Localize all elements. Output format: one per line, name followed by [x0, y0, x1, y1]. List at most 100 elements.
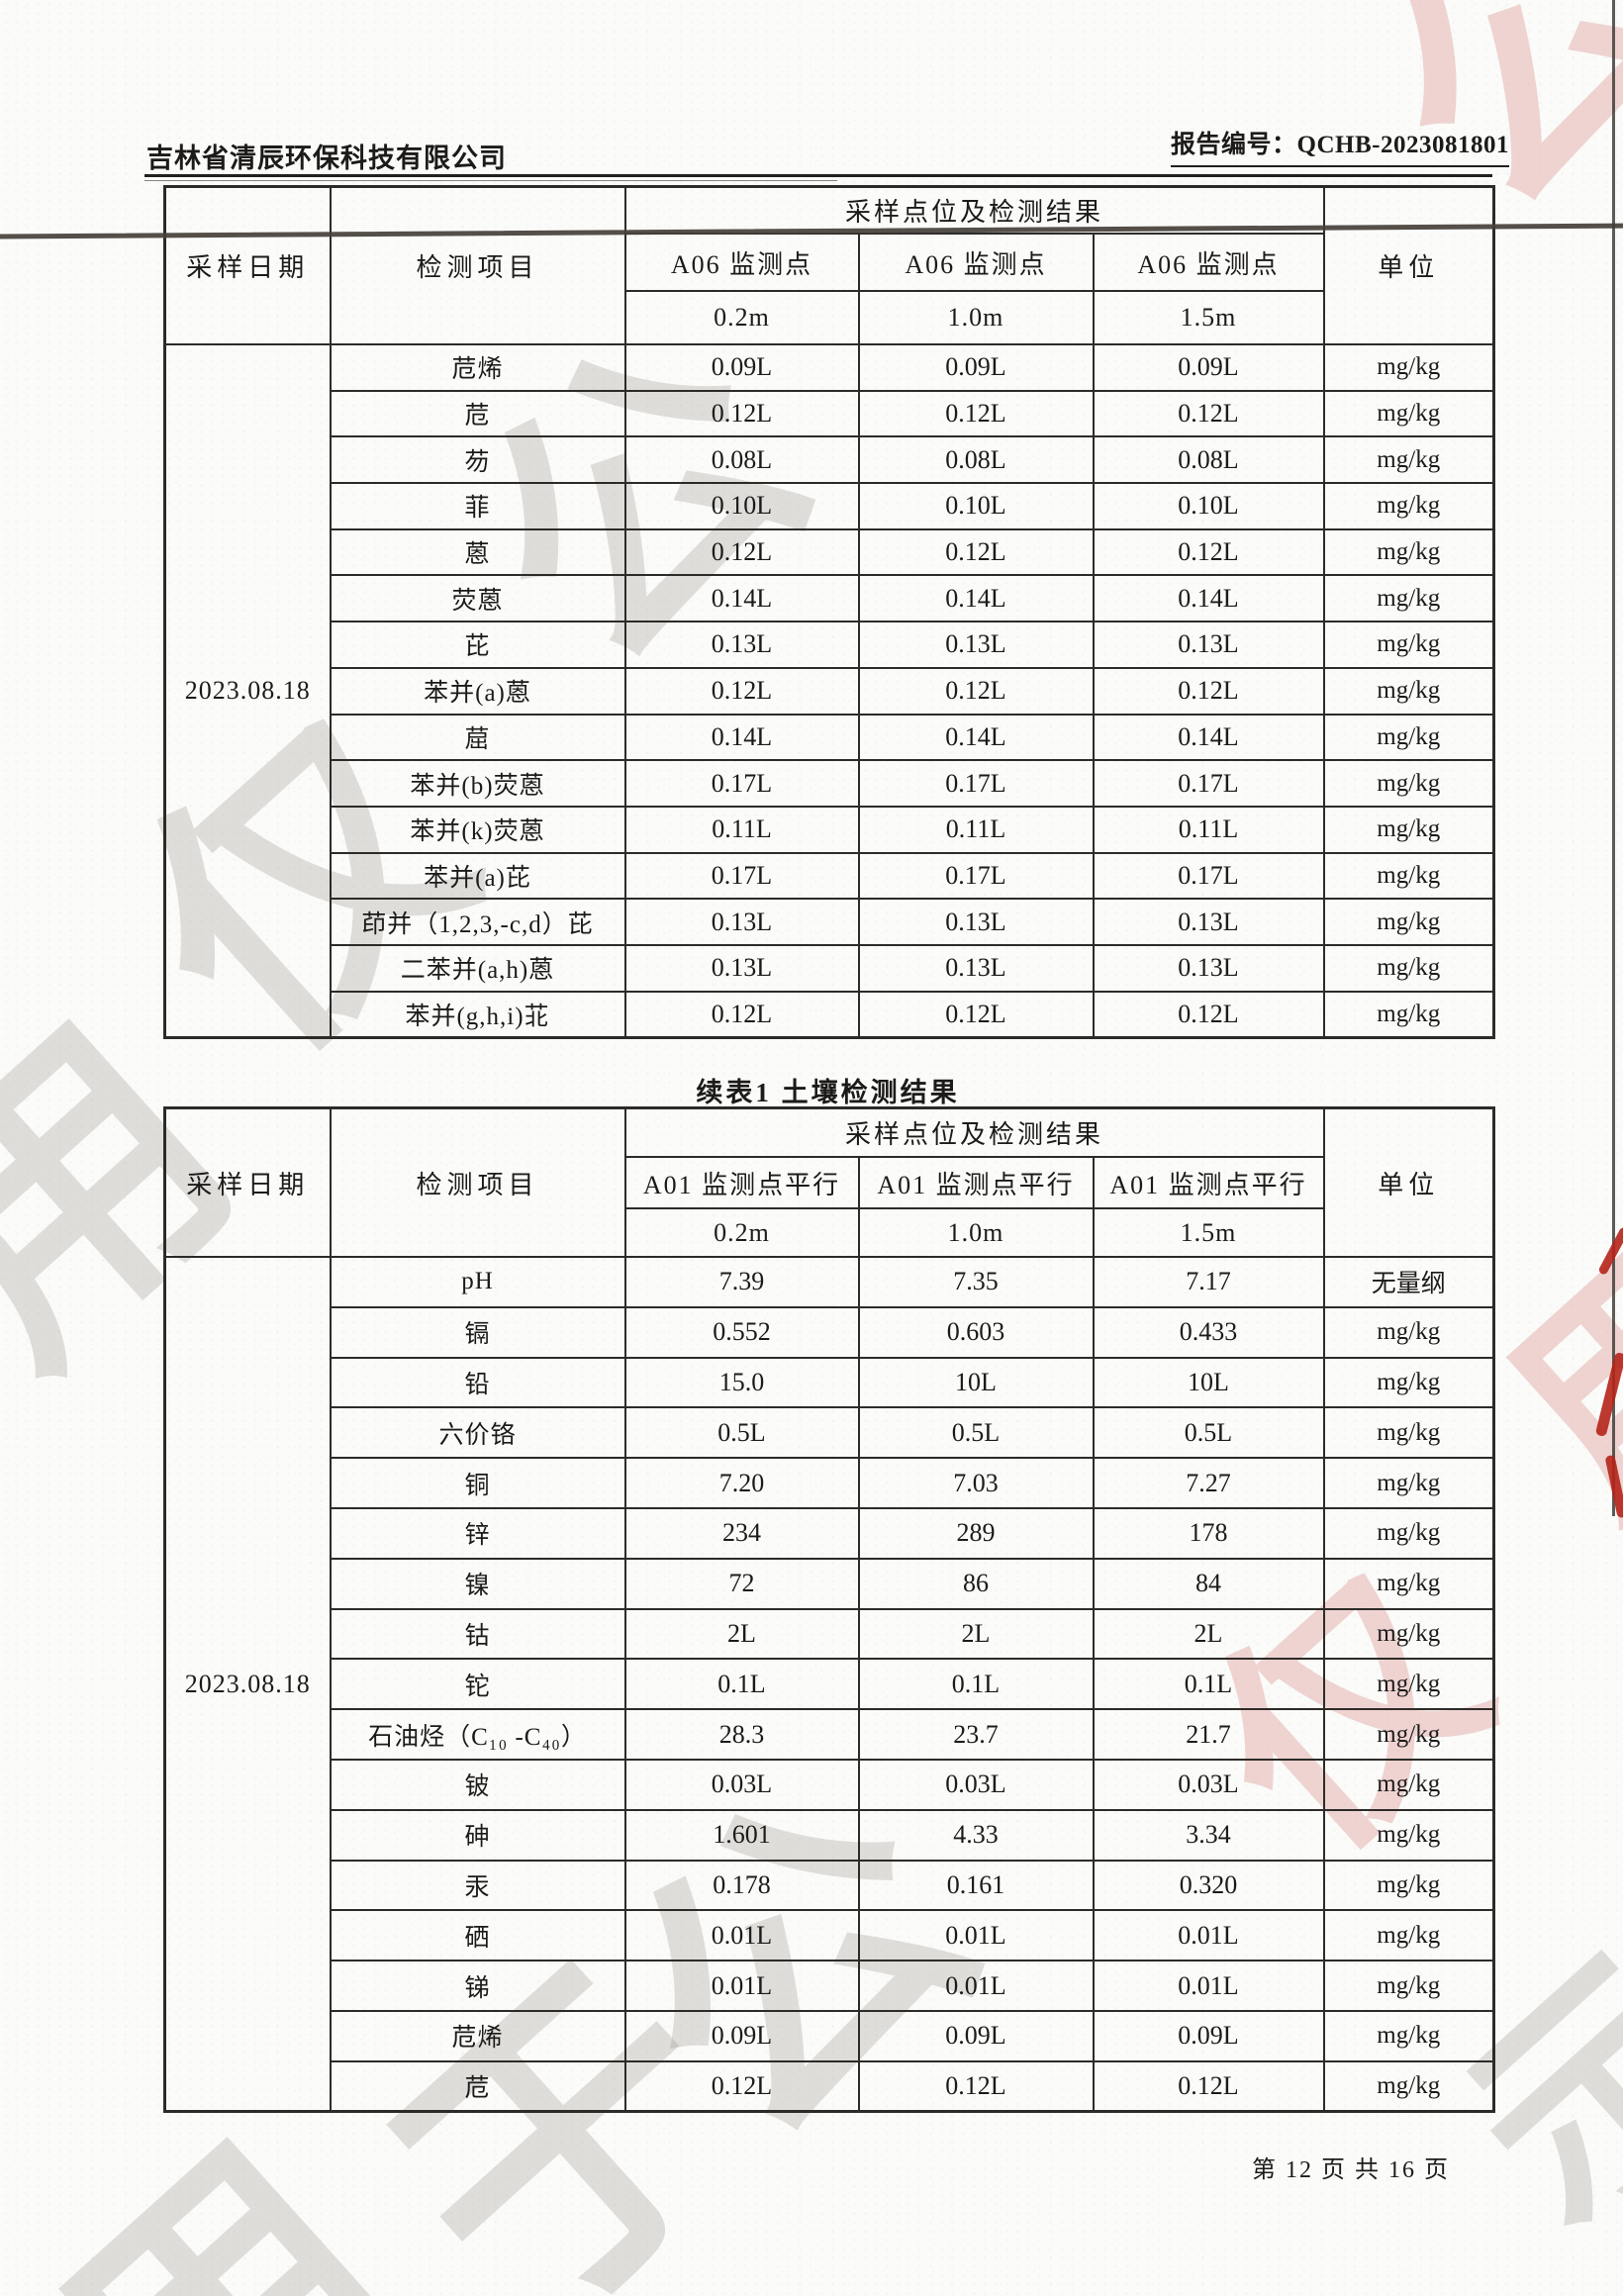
col-header-point-2: A01 监测点平行 — [857, 1156, 1095, 1209]
unit-value: mg/kg — [1322, 1305, 1495, 1359]
unit-value: mg/kg — [1322, 527, 1495, 577]
result-value-0-2m: 0.14L — [623, 713, 860, 762]
analyte-name: 苯并(a)芘 — [329, 851, 626, 901]
result-value-1-5m: 0.09L — [1092, 2009, 1325, 2062]
col-header-point-2: A06 监测点 — [857, 233, 1095, 292]
result-value-1-0m: 0.12L — [857, 389, 1095, 438]
result-value-0-2m: 0.12L — [623, 527, 860, 577]
table-row: 硒 0.01L 0.01L 0.01L mg/kg — [165, 1909, 1495, 1962]
unit-value: mg/kg — [1322, 2009, 1495, 2062]
result-value-0-2m: 234 — [623, 1506, 860, 1560]
result-value-0-2m: 0.13L — [623, 898, 860, 946]
result-value-0-2m: 0.17L — [623, 851, 860, 901]
unit-value: mg/kg — [1322, 1758, 1495, 1811]
unit-value: mg/kg — [1322, 1457, 1495, 1509]
result-value-1-0m: 0.03L — [857, 1758, 1095, 1811]
result-value-0-2m: 0.09L — [623, 2009, 860, 2062]
unit-value: mg/kg — [1322, 666, 1495, 716]
result-value-0-2m: 0.12L — [623, 2059, 860, 2113]
table-row: 铍 0.03L 0.03L 0.03L mg/kg — [165, 1758, 1495, 1811]
result-value-1-5m: 0.1L — [1092, 1658, 1325, 1711]
result-value-1-5m: 0.5L — [1092, 1406, 1325, 1460]
col-header-point-3: A06 监测点 — [1092, 233, 1325, 292]
analyte-name: 芴 — [329, 435, 626, 485]
table-row: 铅 15.0 10L 10L mg/kg — [165, 1356, 1495, 1409]
result-value-0-2m: 0.17L — [623, 759, 860, 808]
col-header-test-item: 检测项目 — [329, 185, 626, 345]
analyte-name: 苊 — [329, 2059, 626, 2113]
result-value-1-5m: 0.17L — [1092, 759, 1325, 808]
result-value-0-2m: 0.1L — [623, 1658, 860, 1711]
analyte-name: 蒽 — [329, 527, 626, 577]
result-value-1-0m: 7.03 — [857, 1457, 1095, 1509]
table-row: 苯并(b)荧蒽 0.17L 0.17L 0.17L mg/kg — [165, 759, 1495, 808]
page-number: 第 12 页 共 16 页 — [1252, 2157, 1450, 2183]
analyte-name: 铍 — [329, 1758, 626, 1811]
analyte-name: 荧蒽 — [329, 574, 626, 623]
red-pen-marks — [1593, 1225, 1623, 1522]
table-row: 苯并(a)芘 0.17L 0.17L 0.17L mg/kg — [165, 851, 1495, 901]
result-value-1-0m: 0.09L — [857, 2009, 1095, 2062]
analyte-name: 钴 — [329, 1607, 626, 1661]
table-row: 芘 0.13L 0.13L 0.13L mg/kg — [165, 621, 1495, 669]
table-row: 苊 0.12L 0.12L 0.12L mg/kg — [165, 389, 1495, 438]
table-row: 蒽 0.12L 0.12L 0.12L mg/kg — [165, 527, 1495, 577]
result-value-1-0m: 0.17L — [857, 759, 1095, 808]
analyte-name: 茚并（1,2,3,-c,d）芘 — [329, 898, 626, 946]
col-header-point-1: A06 监测点 — [623, 233, 860, 292]
result-value-1-0m: 0.161 — [857, 1859, 1095, 1912]
unit-value: mg/kg — [1322, 943, 1495, 993]
unit-value: mg/kg — [1322, 759, 1495, 808]
result-value-0-2m: 0.10L — [623, 482, 860, 530]
unit-value: mg/kg — [1322, 1406, 1495, 1460]
unit-value: mg/kg — [1322, 990, 1495, 1039]
result-value-1-0m: 0.13L — [857, 621, 1095, 669]
result-value-1-5m: 84 — [1092, 1557, 1325, 1610]
table-row: 2023.08.18 pH 7.39 7.35 7.17 无量纲 — [163, 1256, 1495, 2113]
unit-value: mg/kg — [1322, 1960, 1495, 2012]
result-value-1-5m: 7.17 — [1092, 1256, 1325, 1308]
analyte-name: 苯并(k)荧蒽 — [329, 805, 626, 854]
unit-value: mg/kg — [1322, 1708, 1495, 1761]
result-value-1-0m: 0.603 — [857, 1305, 1095, 1359]
result-value-1-5m: 0.13L — [1092, 943, 1325, 993]
result-value-0-2m: 0.14L — [623, 574, 860, 623]
unit-value: mg/kg — [1322, 482, 1495, 530]
report-number: 报告编号：QCHB-2023081801 — [1171, 125, 1509, 167]
unit-value: mg/kg — [1322, 343, 1495, 392]
result-value-0-2m: 0.11L — [623, 805, 860, 854]
result-value-1-0m: 0.14L — [857, 574, 1095, 623]
soil-results-table-a01-parallel: 采样日期 检测项目 采样点位及检测结果 单位 A01 监测点平行 A01 监测点… — [163, 1106, 1495, 2114]
result-value-1-5m: 0.12L — [1092, 990, 1325, 1039]
result-value-1-5m: 2L — [1092, 1607, 1325, 1661]
table-row: 茚并（1,2,3,-c,d）芘 0.13L 0.13L 0.13L mg/kg — [165, 898, 1495, 946]
unit-value: mg/kg — [1322, 621, 1495, 669]
result-value-1-0m: 4.33 — [857, 1808, 1095, 1862]
result-value-0-2m: 0.09L — [623, 343, 860, 392]
result-value-0-2m: 7.39 — [623, 1256, 860, 1308]
analyte-name: 砷 — [329, 1808, 626, 1862]
col-header-test-item: 检测项目 — [329, 1106, 626, 1258]
table-row: 䓛 0.14L 0.14L 0.14L mg/kg — [165, 713, 1495, 762]
result-value-1-0m: 0.14L — [857, 713, 1095, 762]
result-value-1-5m: 0.08L — [1092, 435, 1325, 485]
result-value-1-0m: 2L — [857, 1607, 1095, 1661]
unit-value: mg/kg — [1322, 1607, 1495, 1661]
analyte-name: 苊烯 — [329, 343, 626, 392]
unit-value: mg/kg — [1322, 805, 1495, 854]
table-row: 钴 2L 2L 2L mg/kg — [165, 1607, 1495, 1661]
analyte-name: 汞 — [329, 1859, 626, 1912]
analyte-name: 菲 — [329, 482, 626, 530]
result-value-1-0m: 86 — [857, 1557, 1095, 1610]
table-row: 镍 72 86 84 mg/kg — [165, 1557, 1495, 1610]
analyte-name: pH — [329, 1256, 626, 1308]
analyte-name: 石油烃（C₁₀ -C₄₀） — [329, 1708, 626, 1761]
table-row: 苯并(k)荧蒽 0.11L 0.11L 0.11L mg/kg — [165, 805, 1495, 854]
col-header-depth-2: 1.0m — [857, 1207, 1095, 1258]
analyte-name: 铜 — [329, 1457, 626, 1509]
col-header-result-group: 采样点位及检测结果 — [623, 1106, 1325, 1158]
result-value-1-5m: 0.433 — [1092, 1305, 1325, 1359]
result-value-1-0m: 0.12L — [857, 666, 1095, 716]
page-edge-line — [1612, 0, 1615, 1516]
result-value-0-2m: 0.178 — [623, 1859, 860, 1912]
